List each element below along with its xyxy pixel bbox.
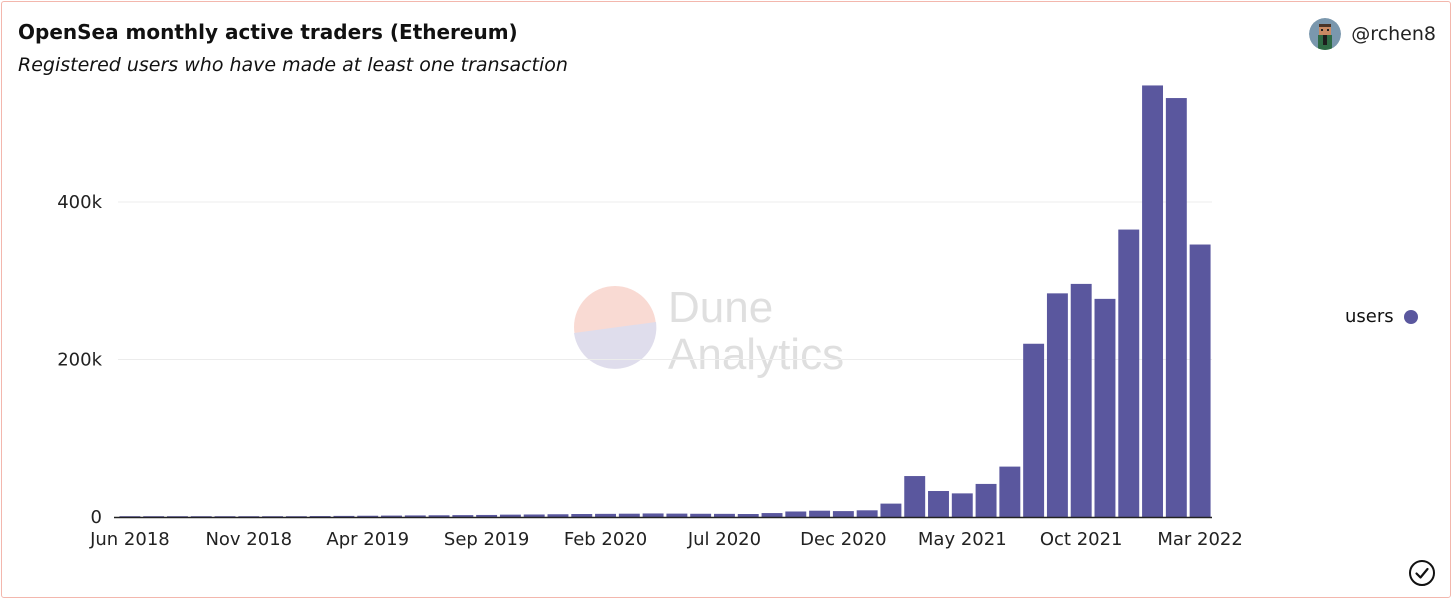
x-tick-label: Apr 2019 [326, 529, 409, 550]
bar[interactable] [190, 516, 212, 517]
x-tick-label: Sep 2019 [444, 529, 529, 550]
bar[interactable] [309, 516, 331, 517]
axes: 0 200k 400k Jun 2018 Nov 2018 Apr 2019 Sep 201… [57, 192, 1243, 550]
bar[interactable] [476, 514, 498, 517]
watermark-line2: Analytics [668, 330, 844, 379]
bar-series-users [119, 85, 1211, 518]
bar[interactable] [238, 516, 260, 517]
x-tick-label: Mar 2022 [1157, 529, 1243, 550]
chart-subtitle: Registered users who have made at least … [18, 54, 568, 76]
bar[interactable] [713, 513, 735, 517]
bar[interactable] [571, 514, 593, 517]
bar[interactable] [618, 513, 640, 517]
x-tick-label: May 2021 [918, 529, 1007, 550]
bar[interactable] [951, 493, 973, 517]
bar[interactable] [547, 514, 569, 517]
dune-logo-lower [574, 322, 657, 369]
x-tick-label: Jul 2020 [687, 529, 761, 550]
check-circle-icon[interactable] [1408, 559, 1436, 587]
bar[interactable] [1070, 283, 1092, 517]
bar[interactable] [166, 516, 188, 517]
bar[interactable] [381, 515, 402, 517]
bar[interactable] [928, 491, 949, 517]
bar[interactable] [499, 514, 521, 517]
bar[interactable] [642, 513, 664, 517]
bar[interactable] [143, 516, 165, 517]
bar[interactable] [1165, 98, 1187, 518]
x-tick-label: Jun 2018 [89, 529, 170, 550]
watermark-line1: Dune [668, 283, 773, 332]
author-name[interactable]: @rchen8 [1351, 23, 1436, 45]
bar[interactable] [214, 516, 236, 517]
bar[interactable] [1189, 244, 1211, 517]
y-tick-label: 0 [91, 507, 102, 528]
legend[interactable]: users [1345, 306, 1418, 327]
x-tick-label: Feb 2020 [564, 529, 647, 550]
bar[interactable] [1142, 85, 1164, 517]
bar[interactable] [832, 511, 854, 517]
bar[interactable] [1023, 343, 1045, 517]
watermark: Dune Analytics [574, 283, 844, 379]
y-tick-label: 400k [57, 192, 102, 213]
bar[interactable] [357, 515, 379, 517]
bar[interactable] [523, 514, 545, 517]
x-tick-label: Nov 2018 [205, 529, 292, 550]
bar[interactable] [452, 515, 474, 517]
bar[interactable] [880, 503, 902, 517]
y-tick-label: 200k [57, 350, 102, 371]
bar[interactable] [690, 513, 712, 517]
bar[interactable] [262, 516, 284, 517]
bar[interactable] [999, 466, 1021, 517]
author-badge[interactable]: @rchen8 [1309, 18, 1436, 50]
bar[interactable] [428, 515, 450, 517]
bar[interactable] [1094, 298, 1116, 517]
bar[interactable] [285, 516, 307, 517]
bar[interactable] [975, 483, 997, 517]
bar[interactable] [1118, 229, 1140, 517]
bar[interactable] [856, 510, 878, 517]
x-tick-label: Dec 2020 [800, 529, 886, 550]
bar[interactable] [404, 515, 426, 517]
bar[interactable] [666, 513, 688, 517]
chart-title: OpenSea monthly active traders (Ethereum… [18, 20, 518, 44]
x-tick-label: Oct 2021 [1040, 529, 1123, 550]
bar[interactable] [737, 514, 759, 517]
bar[interactable] [785, 511, 807, 517]
bar[interactable] [595, 513, 617, 517]
bar[interactable] [809, 510, 831, 517]
avatar-icon[interactable] [1309, 18, 1342, 50]
bar[interactable] [333, 515, 355, 517]
bar[interactable] [761, 513, 783, 517]
bar[interactable] [1046, 293, 1068, 517]
bar[interactable] [904, 476, 926, 517]
legend-label: users [1345, 306, 1394, 327]
bar[interactable] [119, 516, 141, 517]
legend-swatch [1403, 309, 1418, 324]
